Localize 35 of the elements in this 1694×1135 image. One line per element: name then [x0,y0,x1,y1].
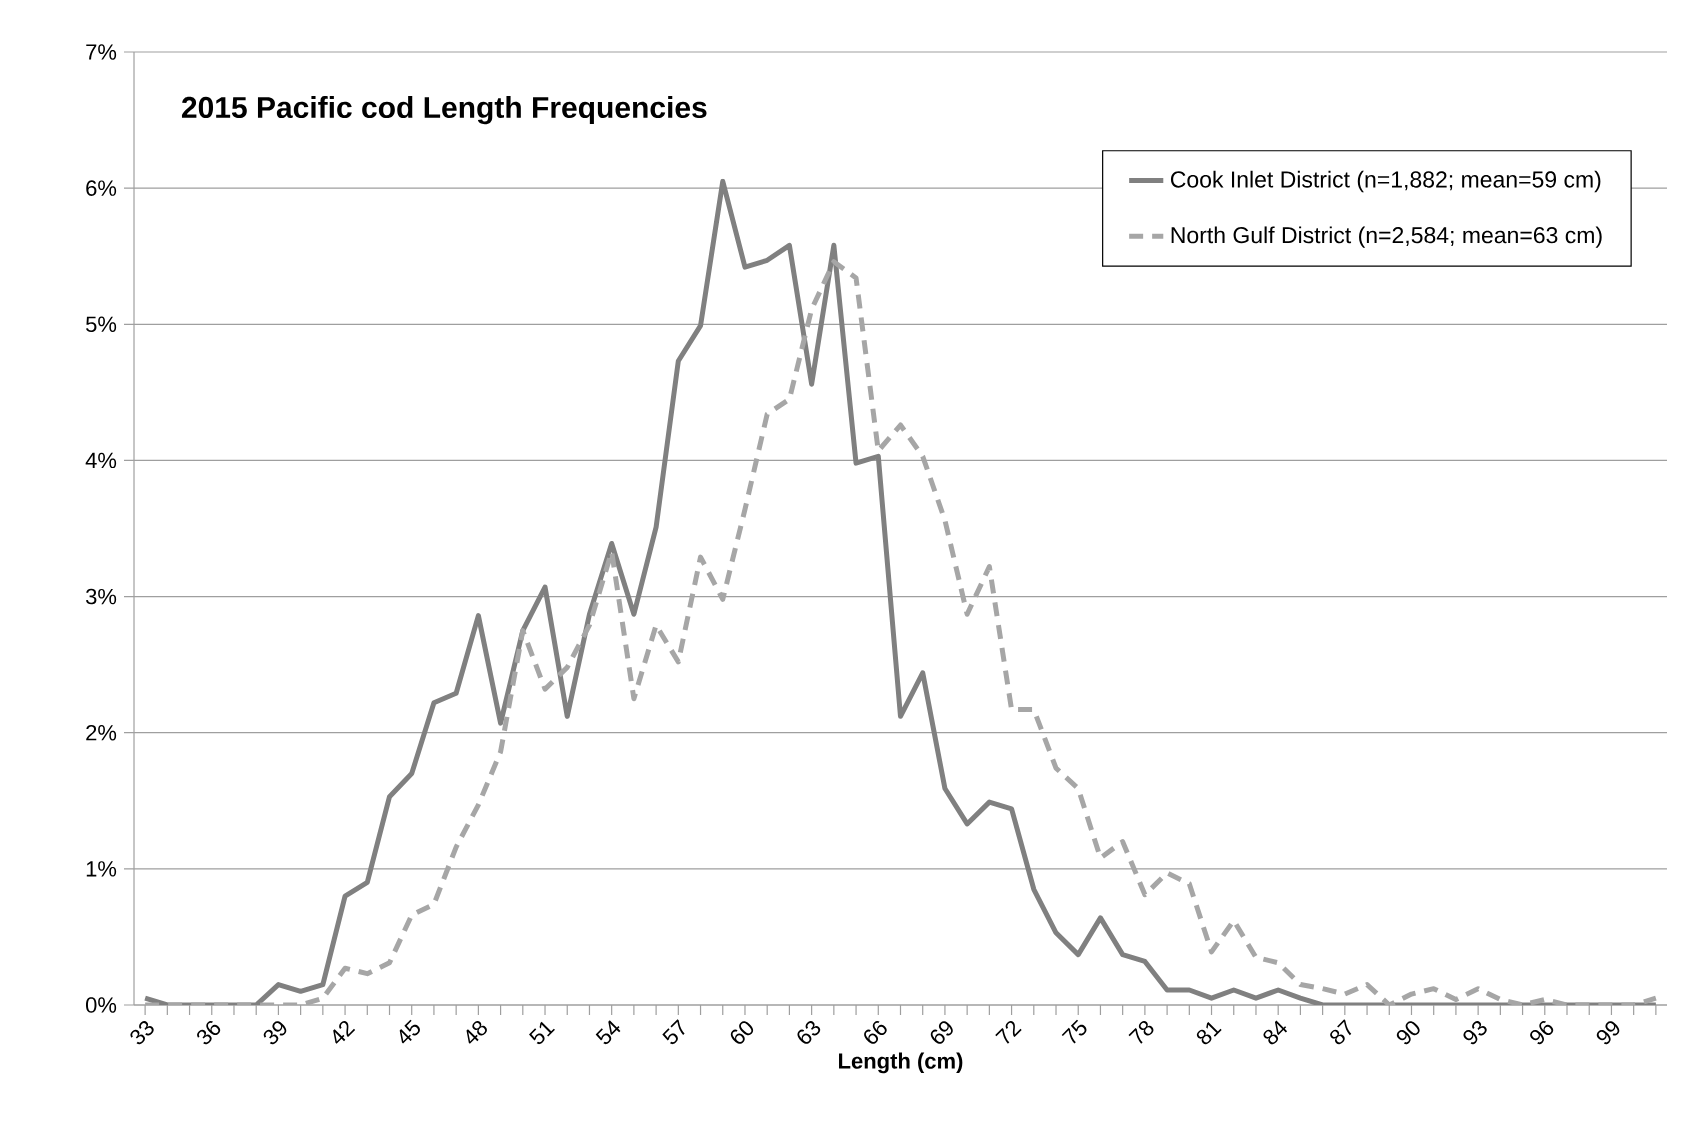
y-tick-label: 6% [86,180,117,196]
x-tick-label: 90 [1396,1021,1420,1045]
x-tick-label: 99 [1596,1021,1620,1045]
x-tick-label: 87 [1330,1019,1352,1045]
x-tick-label: 45 [399,1019,420,1044]
x-tick-label: 39 [263,1021,287,1045]
x-tick-label: 78 [1128,1021,1154,1044]
y-tick-label: 2% [86,724,117,741]
x-axis-title: Length (cm) [839,1052,963,1074]
x-tick-label: 93 [1463,1021,1487,1045]
x-tick-label: 33 [130,1021,154,1045]
legend-label: North Gulf District (n=2,584; mean=63 cm) [1171,226,1602,248]
legend-label: Cook Inlet District (n=1,882; mean=59 cm) [1170,170,1601,193]
y-tick-label: 0% [85,997,117,1013]
x-tick-label: 63 [797,1021,821,1044]
x-tick-label: 75 [1061,1019,1087,1044]
x-tick-label: 66 [864,1020,887,1044]
y-tick-label: 4% [85,452,117,469]
y-tick-label: 3% [85,588,117,605]
x-tick-label: 84 [1263,1020,1288,1045]
x-tick-label: 51 [529,1021,555,1045]
x-tick-label: 36 [197,1020,221,1045]
x-tick-label: 81 [1196,1021,1222,1045]
x-tick-label: 96 [1530,1020,1554,1045]
y-tick-label: 7% [86,44,117,60]
x-tick-label: 60 [730,1021,754,1044]
y-tick-label: 1% [86,861,117,877]
x-tick-label: 42 [333,1020,356,1044]
x-tick-label: 72 [995,1020,1022,1044]
y-tick-label: 5% [86,316,117,333]
text: 2015 Pacific cod Length Frequencies [181,96,707,125]
x-tick-label: 69 [930,1021,953,1044]
x-tick-label: 54 [595,1020,621,1045]
x-tick-label: 57 [662,1019,685,1045]
x-tick-label: 48 [466,1021,487,1044]
